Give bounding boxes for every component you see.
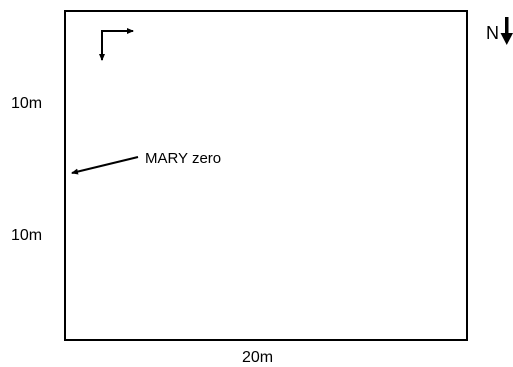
north-label: N (486, 23, 499, 43)
mary-zero-label: MARY zero (145, 150, 222, 167)
lower-side-dimension-label: 10m (11, 227, 43, 244)
north-arrow-down-icon (500, 17, 513, 45)
upper-side-dimension-label: 10m (11, 95, 43, 112)
site-boundary-rectangle (64, 10, 468, 341)
bottom-dimension-label: 20m (242, 349, 274, 366)
